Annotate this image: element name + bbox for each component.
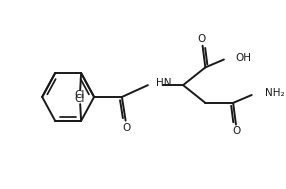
Text: HN: HN: [156, 78, 172, 88]
Text: O: O: [122, 122, 131, 132]
Text: NH₂: NH₂: [265, 88, 284, 98]
Text: O: O: [198, 34, 206, 44]
Text: Cl: Cl: [74, 94, 84, 104]
Text: OH: OH: [235, 53, 251, 63]
Text: Cl: Cl: [74, 90, 84, 100]
Text: O: O: [233, 126, 241, 136]
